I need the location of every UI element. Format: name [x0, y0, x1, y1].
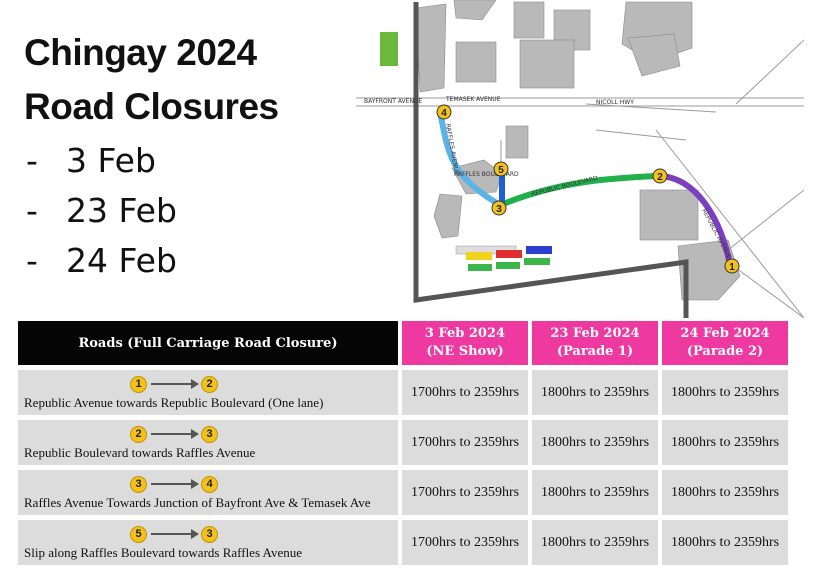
route-nodes: 2 3 — [130, 424, 218, 444]
road-cell: 5 3 Slip along Raffles Boulevard towards… — [18, 520, 398, 565]
label-temasek: TEMASEK AVENUE — [445, 96, 501, 103]
label-nicoll: NICOLL HWY — [596, 99, 634, 106]
table-row: 2 3 Republic Boulevard towards Raffles A… — [18, 420, 788, 465]
time-cell: 1800hrs to 2359hrs — [662, 520, 788, 565]
time-cell: 1700hrs to 2359hrs — [402, 520, 528, 565]
stand-green-3 — [524, 258, 550, 265]
time-cell: 1800hrs to 2359hrs — [662, 370, 788, 415]
svg-text:2: 2 — [657, 172, 663, 183]
time-cell: 1800hrs to 2359hrs — [662, 420, 788, 465]
time-cell: 1800hrs to 2359hrs — [532, 370, 658, 415]
arrow-right-icon — [151, 379, 199, 389]
road-cell: 3 4 Raffles Avenue Towards Junction of B… — [18, 470, 398, 515]
marker-1: 1 — [724, 258, 740, 274]
date-header-line: 23 Feb 2024 — [550, 326, 640, 341]
dash: - — [26, 191, 38, 230]
date-header-sub: (Parade 2) — [686, 344, 764, 359]
road-description: Slip along Raffles Boulevard towards Raf… — [24, 545, 303, 560]
marker-2: 2 — [652, 168, 668, 184]
marker-3: 3 — [491, 200, 507, 216]
road-closure-map: BAYFRONT AVENUE TEMASEK AVENUE RAFFLES A… — [356, 0, 804, 318]
time-cell: 1700hrs to 2359hrs — [402, 420, 528, 465]
arrow-right-icon — [151, 529, 199, 539]
time-cell: 1800hrs to 2359hrs — [532, 520, 658, 565]
date-label: 24 Feb — [66, 241, 177, 280]
route-nodes: 3 4 — [130, 474, 218, 494]
roads-column-header: Roads (Full Carriage Road Closure) — [18, 321, 398, 365]
node-to: 3 — [201, 425, 218, 443]
date-column-header: 23 Feb 2024 (Parade 1) — [532, 321, 658, 365]
road-description: Raffles Avenue Towards Junction of Bayfr… — [24, 495, 371, 510]
map-buildings — [415, 0, 741, 301]
stand-green-2 — [496, 262, 520, 269]
date-label: 23 Feb — [66, 191, 177, 230]
map-markers: 1 2 3 4 5 — [436, 104, 740, 274]
dash: - — [26, 141, 38, 180]
node-to: 2 — [201, 375, 218, 393]
stand-yellow — [466, 252, 492, 260]
coastal-road-outline — [413, 2, 689, 318]
title-line-2: Road Closures — [24, 86, 279, 127]
route-raffles-avenue — [437, 111, 504, 209]
marker-5: 5 — [493, 161, 509, 177]
table-row: 3 4 Raffles Avenue Towards Junction of B… — [18, 470, 788, 515]
green-sign — [380, 32, 398, 66]
marker-4: 4 — [436, 104, 452, 120]
route-nodes: 1 2 — [130, 374, 218, 394]
node-from: 1 — [130, 375, 147, 393]
date-header-line: 3 Feb 2024 — [424, 326, 506, 341]
time-cell: 1700hrs to 2359hrs — [402, 370, 528, 415]
road-description: Republic Avenue towards Republic Bouleva… — [24, 395, 324, 410]
road-description: Republic Boulevard towards Raffles Avenu… — [24, 445, 256, 460]
date-item: -23 Feb — [26, 186, 177, 236]
road-closure-table: Roads (Full Carriage Road Closure) 3 Feb… — [14, 316, 792, 570]
date-column-header: 3 Feb 2024 (NE Show) — [402, 321, 528, 365]
node-from: 5 — [130, 525, 147, 543]
node-to: 4 — [201, 475, 218, 493]
date-label: 3 Feb — [66, 141, 156, 180]
time-cell: 1800hrs to 2359hrs — [532, 470, 658, 515]
road-cell: 1 2 Republic Avenue towards Republic Bou… — [18, 370, 398, 415]
date-item: -3 Feb — [26, 136, 177, 186]
title-line-1: Chingay 2024 — [24, 32, 257, 73]
date-header-sub: (NE Show) — [426, 344, 504, 359]
route-nodes: 5 3 — [130, 524, 218, 544]
table-row: 5 3 Slip along Raffles Boulevard towards… — [18, 520, 788, 565]
svg-text:4: 4 — [441, 108, 447, 119]
route-republic-avenue — [657, 173, 733, 267]
arrow-right-icon — [151, 429, 199, 439]
time-cell: 1700hrs to 2359hrs — [402, 470, 528, 515]
node-to: 3 — [201, 525, 218, 543]
time-cell: 1800hrs to 2359hrs — [662, 470, 788, 515]
time-cell: 1800hrs to 2359hrs — [532, 420, 658, 465]
dash: - — [26, 241, 38, 280]
label-raffles-blvd: RAFFLES BOULEVARD — [454, 171, 519, 178]
route-republic-boulevard — [496, 173, 659, 209]
table-row: 1 2 Republic Avenue towards Republic Bou… — [18, 370, 788, 415]
table-header-row: Roads (Full Carriage Road Closure) 3 Feb… — [18, 321, 788, 365]
svg-text:5: 5 — [498, 165, 504, 176]
label-bayfront: BAYFRONT AVENUE — [364, 98, 422, 105]
svg-text:3: 3 — [496, 204, 502, 215]
stand-red — [496, 250, 522, 258]
date-header-line: 24 Feb 2024 — [680, 326, 770, 341]
node-from: 2 — [130, 425, 147, 443]
road-cell: 2 3 Republic Boulevard towards Raffles A… — [18, 420, 398, 465]
date-item: -24 Feb — [26, 236, 177, 286]
stand-blue — [526, 246, 552, 254]
page-title: Chingay 2024 Road Closures — [24, 26, 279, 134]
stand-green-1 — [468, 264, 492, 271]
map-roads — [356, 39, 804, 318]
date-header-sub: (Parade 1) — [556, 344, 634, 359]
node-from: 3 — [130, 475, 147, 493]
closure-dates-list: -3 Feb -23 Feb -24 Feb — [26, 136, 177, 286]
svg-text:1: 1 — [729, 262, 735, 273]
arrow-right-icon — [151, 479, 199, 489]
date-column-header: 24 Feb 2024 (Parade 2) — [662, 321, 788, 365]
